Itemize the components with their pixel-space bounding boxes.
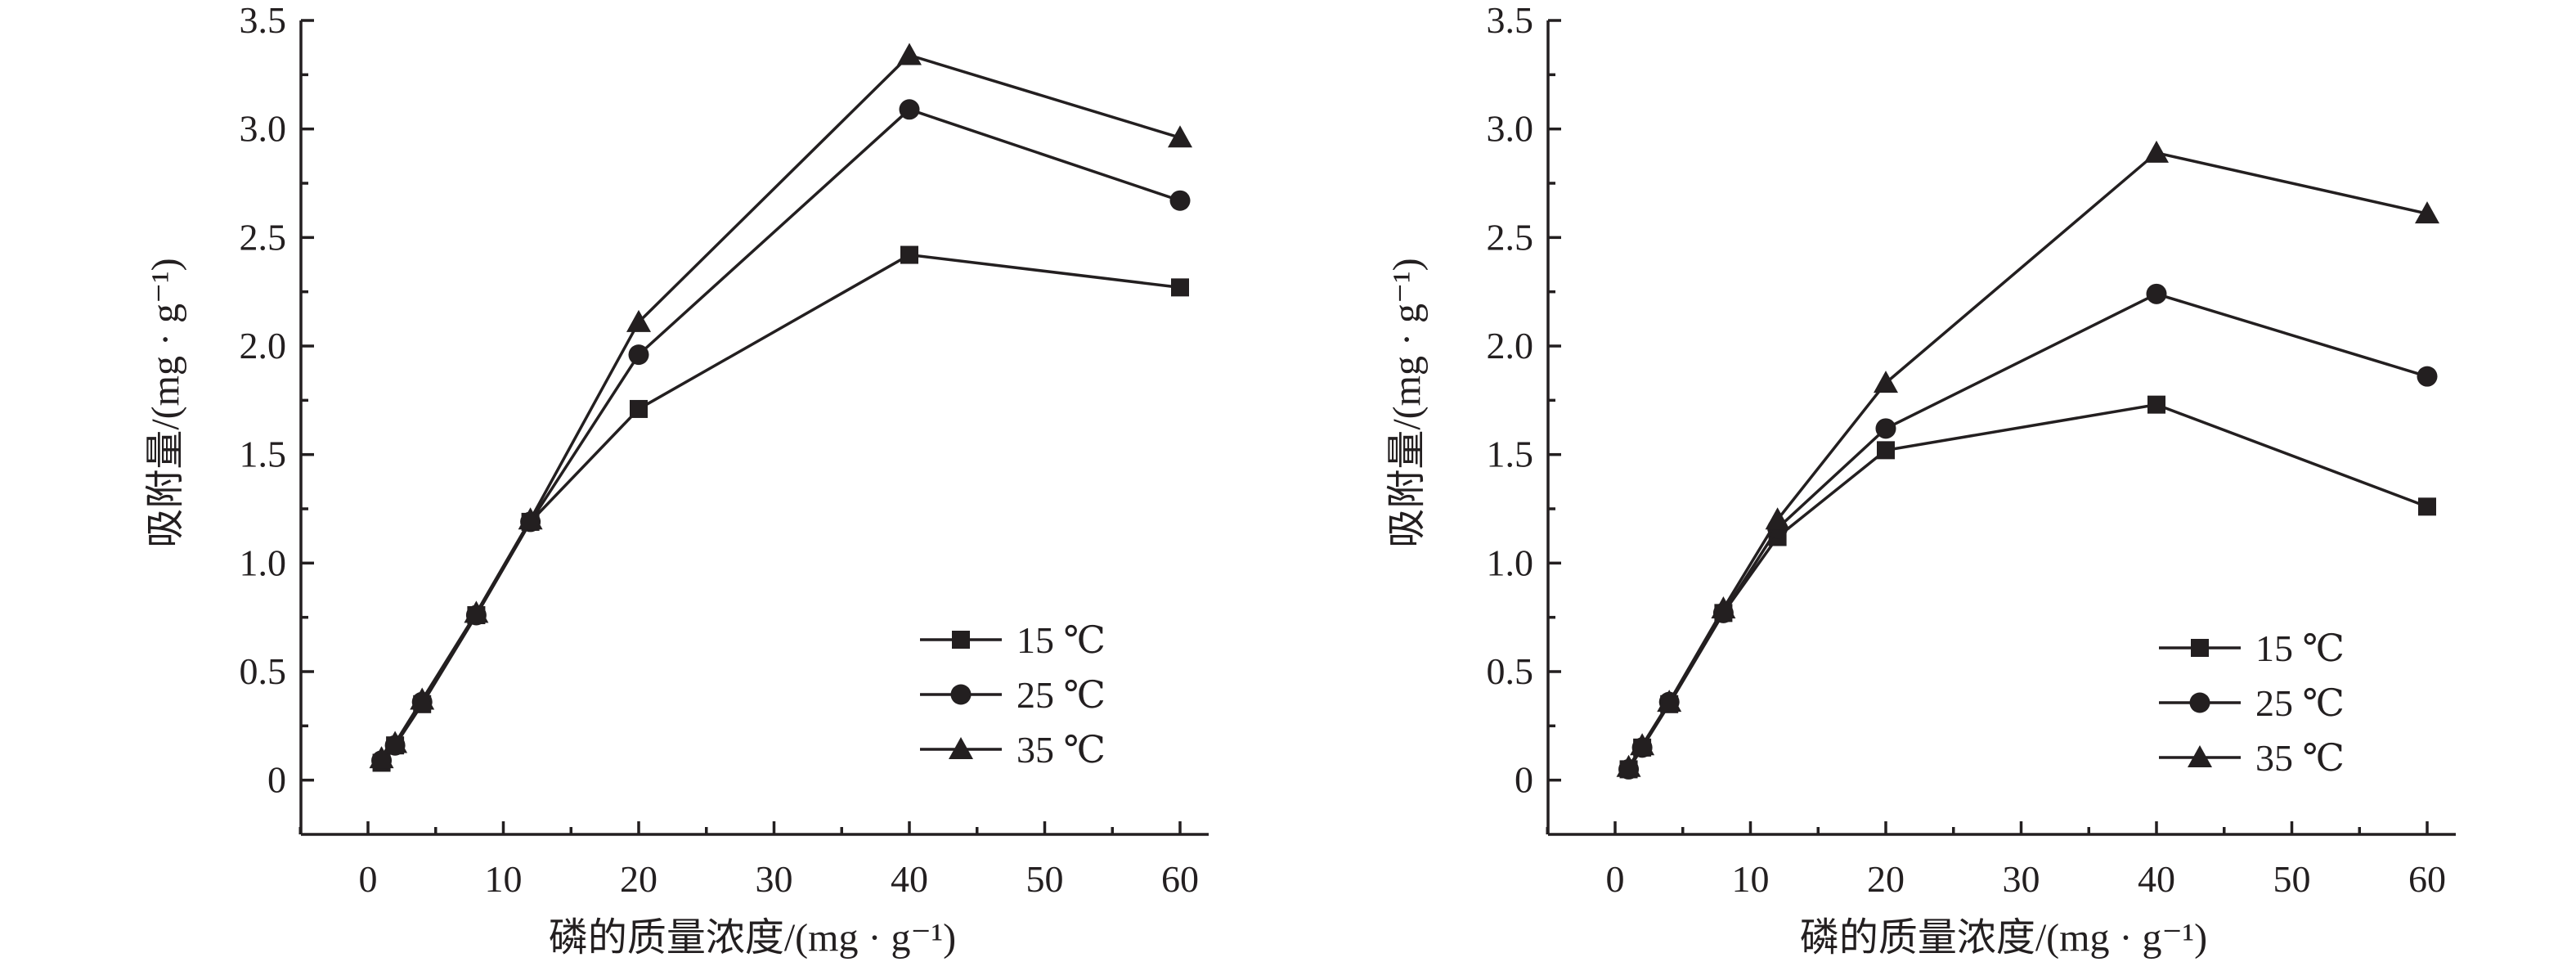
data-point-triangle [1765, 507, 1790, 530]
x-tick-label: 40 [891, 858, 928, 900]
data-point-triangle [1711, 596, 1736, 619]
data-point-triangle [369, 746, 394, 769]
y-tick-label: 1.5 [240, 434, 287, 475]
y-axis-title: 吸附量/(mg · g⁻¹) [144, 258, 187, 547]
x-tick-label: 60 [1161, 858, 1199, 900]
legend-marker-square [952, 631, 970, 649]
y-tick-label: 3.5 [1487, 0, 1534, 41]
x-tick-label: 10 [1732, 858, 1770, 900]
legend-label: 35 ℃ [2255, 737, 2345, 779]
data-point-triangle [383, 730, 408, 753]
data-point-circle [1875, 418, 1896, 439]
data-point-triangle [464, 600, 489, 623]
y-tick-label: 2.0 [240, 325, 287, 366]
y-tick-label: 0.5 [240, 650, 287, 692]
legend-marker-circle [2189, 692, 2210, 713]
data-point-square [630, 399, 648, 418]
x-tick-label: 30 [756, 858, 793, 900]
x-tick-label: 40 [2138, 858, 2175, 900]
legend-marker-triangle [949, 737, 973, 759]
data-point-triangle [1874, 371, 1898, 393]
x-tick-label: 20 [1867, 858, 1905, 900]
y-tick-label: 0 [1515, 759, 1533, 801]
y-tick-label: 1.0 [240, 542, 287, 583]
data-point-triangle [2415, 201, 2439, 224]
y-tick-label: 3.0 [1487, 108, 1534, 150]
legend-marker-triangle [2188, 745, 2212, 767]
chart-panel-left: 0 0.5 1.0 1.5 2.0 2.5 3.0 3.5 0 10 20 30 40 50 60 磷的质量浓… [144, 0, 1209, 960]
series-line-triangle [380, 53, 1181, 760]
data-point-triangle [1168, 125, 1192, 148]
data-point-circle [628, 344, 649, 366]
data-point-circle [2417, 366, 2438, 387]
x-axis-title: 磷的质量浓度/(mg · g⁻¹) [1800, 916, 2207, 960]
y-axis-title: 吸附量/(mg · g⁻¹) [1385, 258, 1429, 547]
legend-label: 25 ℃ [1016, 674, 1106, 716]
y-tick-label: 1.0 [1487, 542, 1534, 583]
chart-panel-right: 0 0.5 1.0 1.5 2.0 2.5 3.0 3.5 0 10 20 30 40 50 60 磷的质量浓… [1385, 0, 2456, 960]
data-point-triangle [897, 43, 922, 65]
data-point-circle [899, 99, 920, 120]
data-point-square [1171, 278, 1189, 297]
data-point-square [2147, 395, 2165, 414]
y-tick-label: 2.0 [1487, 325, 1534, 366]
x-tick-label: 30 [2003, 858, 2040, 900]
data-point-triangle [1616, 754, 1641, 777]
x-tick-label: 20 [620, 858, 657, 900]
y-tick-label: 2.5 [1487, 216, 1534, 258]
data-point-triangle [2144, 140, 2169, 163]
x-tick-label: 50 [1026, 858, 1064, 900]
data-point-triangle [518, 507, 543, 530]
data-point-triangle [410, 687, 435, 710]
series-line-circle [380, 107, 1181, 762]
legend-marker-square [2191, 639, 2209, 657]
y-tick-label: 2.5 [240, 216, 287, 258]
data-point-circle [2146, 283, 2167, 304]
data-point-triangle [1657, 690, 1682, 713]
data-point-circle [1169, 190, 1191, 211]
legend-marker-circle [950, 684, 972, 705]
y-tick-label: 0 [267, 759, 286, 801]
y-tick-label: 1.5 [1487, 434, 1534, 475]
data-point-square [1877, 441, 1895, 460]
y-tick-label: 3.5 [240, 0, 287, 41]
data-point-square [2418, 497, 2436, 516]
x-tick-label: 60 [2408, 858, 2446, 900]
legend-label: 35 ℃ [1016, 729, 1106, 771]
x-tick-label: 10 [485, 858, 523, 900]
data-point-triangle [1630, 733, 1655, 756]
legend-label: 25 ℃ [2255, 682, 2345, 724]
data-point-triangle [626, 309, 651, 332]
x-axis-title: 磷的质量浓度/(mg · g⁻¹) [549, 916, 956, 960]
legend-label: 15 ℃ [2255, 627, 2345, 669]
series-line-triangle [1627, 151, 2428, 768]
x-tick-label: 50 [2273, 858, 2311, 900]
x-tick-label: 0 [1606, 858, 1625, 900]
y-tick-label: 3.0 [240, 108, 287, 150]
x-tick-label: 0 [359, 858, 378, 900]
legend-label: 15 ℃ [1016, 619, 1106, 661]
data-point-square [900, 245, 918, 264]
y-tick-label: 0.5 [1487, 650, 1534, 692]
